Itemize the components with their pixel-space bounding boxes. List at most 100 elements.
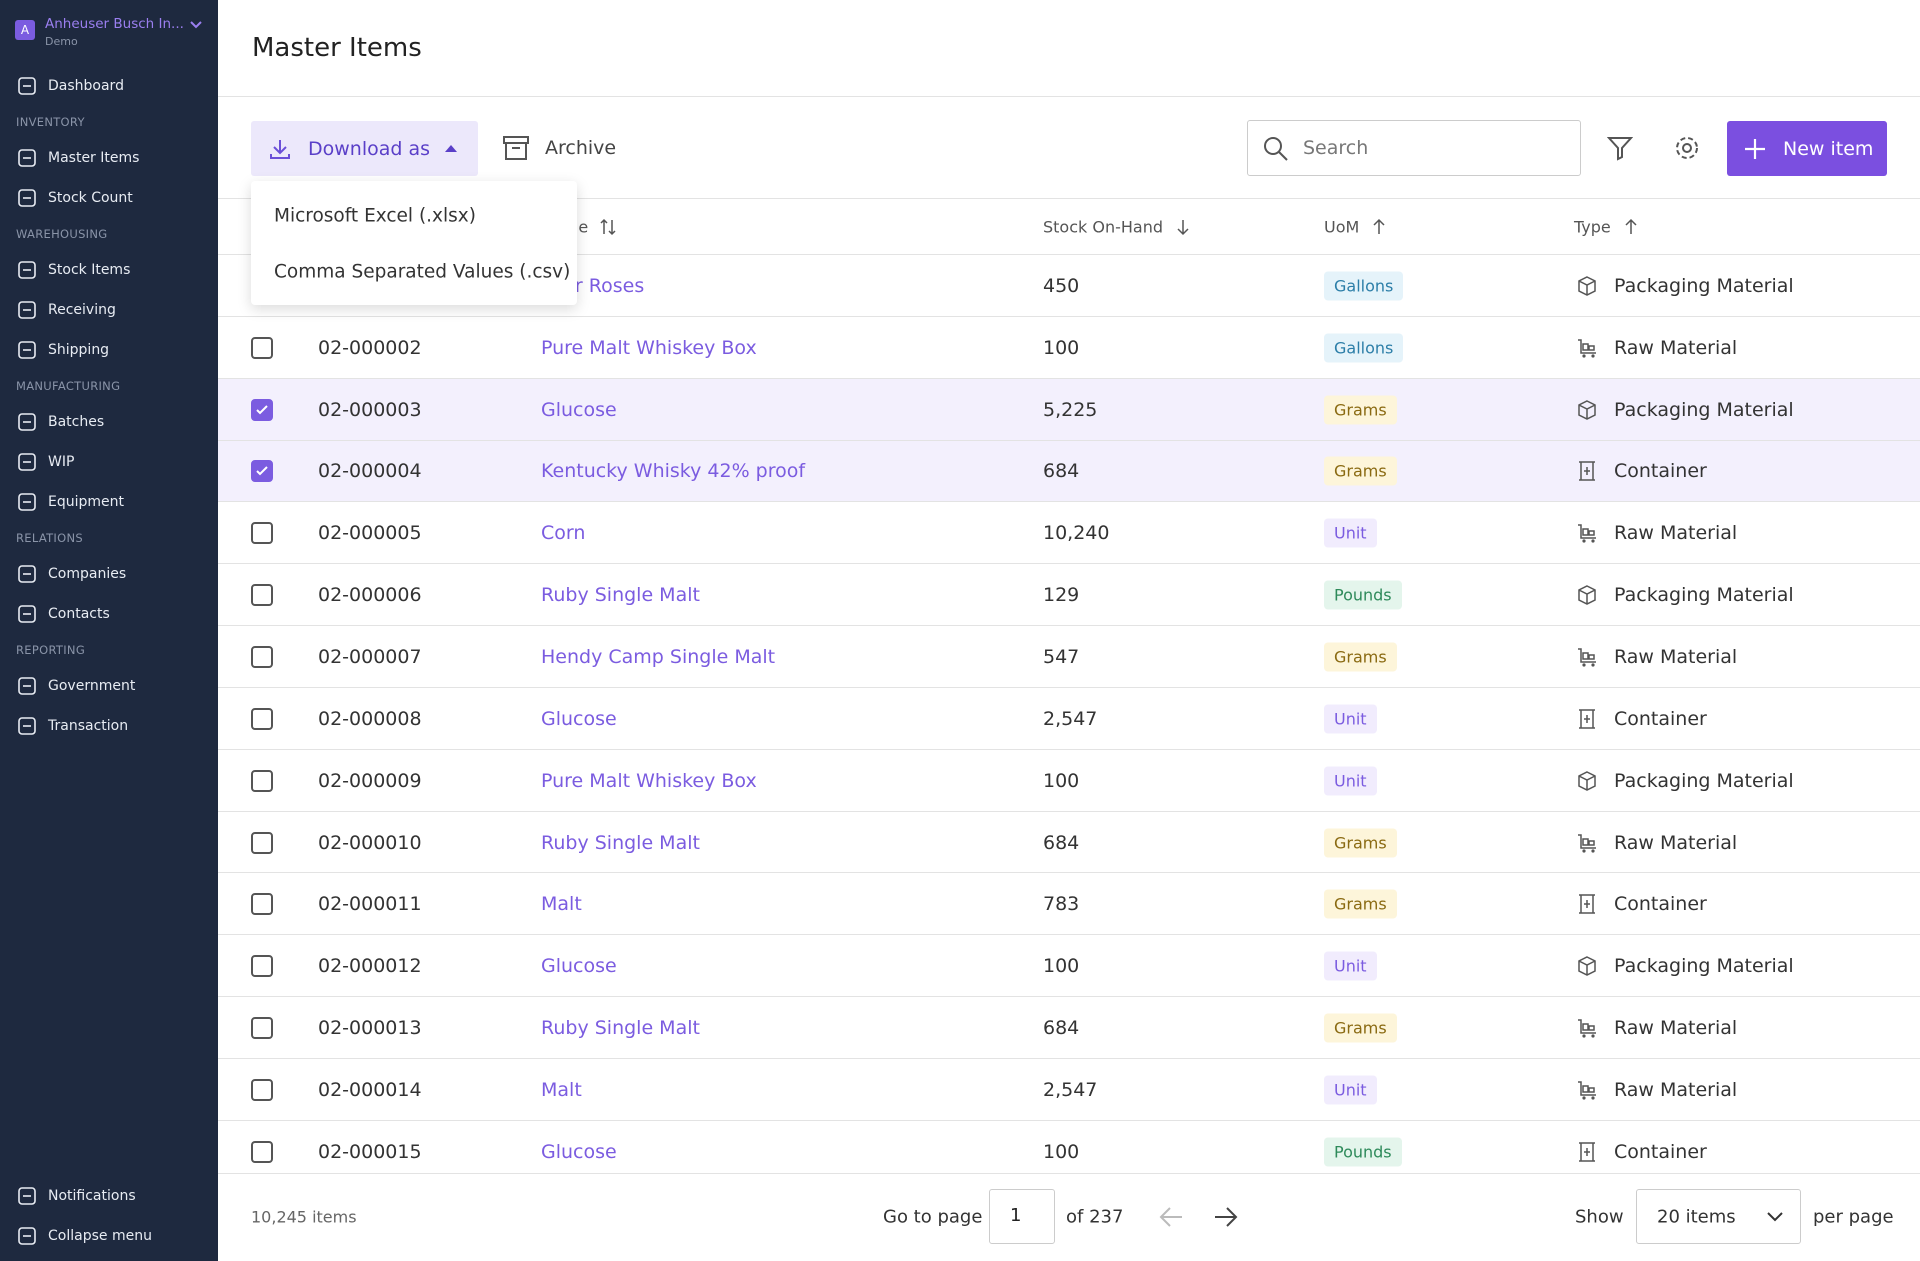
table-row[interactable] xyxy=(218,1059,1920,1121)
row-checkbox[interactable] xyxy=(251,336,273,359)
type-icon xyxy=(1578,956,1596,977)
item-name[interactable]: Glucose xyxy=(541,398,617,421)
filter-icon[interactable] xyxy=(1607,135,1633,161)
nav-item[interactable]: Notifications xyxy=(48,1188,136,1204)
page-input[interactable]: 1 xyxy=(989,1189,1055,1244)
stock-on-hand: 2,547 xyxy=(1043,707,1098,730)
new-item-button[interactable]: New item xyxy=(1727,121,1887,176)
sort-icon[interactable] xyxy=(1371,218,1389,236)
nav-section: REPORTING xyxy=(16,643,86,657)
item-type: Container xyxy=(1614,893,1707,916)
per-page-select[interactable]: 20 items xyxy=(1636,1189,1801,1244)
item-id: 02-000009 xyxy=(318,769,422,792)
nav-item[interactable]: Equipment xyxy=(48,494,124,510)
column-header[interactable]: Stock On-Hand xyxy=(1043,217,1164,236)
table-row[interactable] xyxy=(218,873,1920,936)
item-name[interactable]: Hendy Camp Single Malt xyxy=(541,646,776,669)
item-type: Container xyxy=(1614,1140,1707,1163)
item-name[interactable]: Pure Malt Whiskey Box xyxy=(541,336,757,359)
org-chevron[interactable] xyxy=(190,20,202,30)
item-name[interactable]: Glucose xyxy=(541,955,617,978)
item-name[interactable]: Glucose xyxy=(541,1140,617,1163)
type-icon xyxy=(1578,770,1596,791)
archive-icon[interactable] xyxy=(502,134,530,162)
nav-item[interactable]: Shipping xyxy=(48,342,110,358)
page-title: Master Items xyxy=(252,33,422,63)
org-name[interactable]: Anheuser Busch In... xyxy=(45,16,184,32)
search-box[interactable]: Search xyxy=(1247,120,1581,176)
select-chevron xyxy=(1767,1212,1783,1222)
uom-badge: Gallons xyxy=(1324,333,1404,363)
next-page[interactable] xyxy=(1213,1205,1239,1229)
item-id: 02-000007 xyxy=(318,646,422,669)
item-name[interactable]: Ruby Single Malt xyxy=(541,831,700,854)
item-name[interactable]: Pure Malt Whiskey Box xyxy=(541,769,757,792)
table-row[interactable] xyxy=(218,378,1920,441)
nav-icon xyxy=(18,341,36,359)
item-name[interactable]: Glucose xyxy=(541,707,617,730)
item-name[interactable]: Malt xyxy=(541,893,582,916)
nav-item[interactable]: Government xyxy=(48,678,136,694)
type-icon xyxy=(1579,1142,1595,1162)
item-name[interactable]: Ruby Single Malt xyxy=(541,1017,700,1040)
row-checkbox[interactable] xyxy=(251,893,273,916)
row-checkbox[interactable] xyxy=(251,460,273,483)
item-name[interactable]: Corn xyxy=(541,522,586,545)
nav-item[interactable]: Stock Items xyxy=(48,262,131,278)
column-header[interactable]: UoM xyxy=(1324,217,1360,236)
nav-item[interactable]: Dashboard xyxy=(48,78,124,94)
item-name[interactable]: Ruby Single Malt xyxy=(541,584,700,607)
prev-page[interactable] xyxy=(1158,1205,1184,1229)
search-icon xyxy=(1264,137,1288,161)
table-row[interactable] xyxy=(218,564,1920,627)
type-icon xyxy=(1578,524,1596,543)
table-row[interactable] xyxy=(218,749,1920,812)
table-row[interactable] xyxy=(218,626,1920,688)
item-type: Packaging Material xyxy=(1614,398,1794,421)
nav-item[interactable]: WIP xyxy=(48,454,75,470)
row-checkbox[interactable] xyxy=(251,769,273,792)
nav-icon xyxy=(18,677,36,695)
row-checkbox[interactable] xyxy=(251,584,273,607)
row-checkbox[interactable] xyxy=(251,955,273,978)
download-button[interactable]: Download as xyxy=(251,121,478,176)
nav-item[interactable]: Contacts xyxy=(48,606,110,622)
table-row[interactable] xyxy=(218,316,1920,379)
nav-icon xyxy=(18,149,36,167)
column-header[interactable]: Type xyxy=(1574,217,1611,236)
nav-item[interactable]: Batches xyxy=(48,414,105,430)
table-row[interactable] xyxy=(218,935,1920,998)
item-name[interactable]: Malt xyxy=(541,1078,582,1101)
row-checkbox[interactable] xyxy=(251,1017,273,1040)
nav-item[interactable]: Stock Count xyxy=(48,190,133,206)
row-checkbox[interactable] xyxy=(251,831,273,854)
archive-label[interactable]: Archive xyxy=(545,137,617,159)
nav-icon xyxy=(18,605,36,623)
sort-icon[interactable] xyxy=(1623,218,1641,236)
sort-icon[interactable] xyxy=(600,218,618,236)
per-page-label: per page xyxy=(1813,1206,1894,1228)
nav-item[interactable]: Transaction xyxy=(48,718,129,734)
row-checkbox[interactable] xyxy=(251,646,273,669)
caret xyxy=(445,145,457,152)
table-row[interactable] xyxy=(218,440,1920,503)
row-checkbox[interactable] xyxy=(251,398,273,421)
sort-icon[interactable] xyxy=(1175,218,1193,236)
table-row[interactable] xyxy=(218,687,1920,750)
menu-item[interactable]: Microsoft Excel (.xlsx) xyxy=(274,205,476,227)
nav-item[interactable]: Receiving xyxy=(48,302,116,318)
row-checkbox[interactable] xyxy=(251,522,273,545)
nav-item[interactable]: Collapse menu xyxy=(48,1228,152,1244)
row-checkbox[interactable] xyxy=(251,1078,273,1101)
table-row[interactable] xyxy=(218,502,1920,565)
settings-icon[interactable] xyxy=(1673,134,1701,162)
table-row[interactable] xyxy=(218,997,1920,1060)
item-id: 02-000014 xyxy=(318,1078,422,1101)
menu-item[interactable]: Comma Separated Values (.csv) xyxy=(274,261,571,283)
row-checkbox[interactable] xyxy=(251,707,273,730)
table-row[interactable] xyxy=(218,811,1920,874)
item-name[interactable]: Kentucky Whisky 42% proof xyxy=(541,460,806,483)
nav-item[interactable]: Master Items xyxy=(48,150,140,166)
row-checkbox[interactable] xyxy=(251,1140,273,1163)
nav-item[interactable]: Companies xyxy=(48,566,127,582)
